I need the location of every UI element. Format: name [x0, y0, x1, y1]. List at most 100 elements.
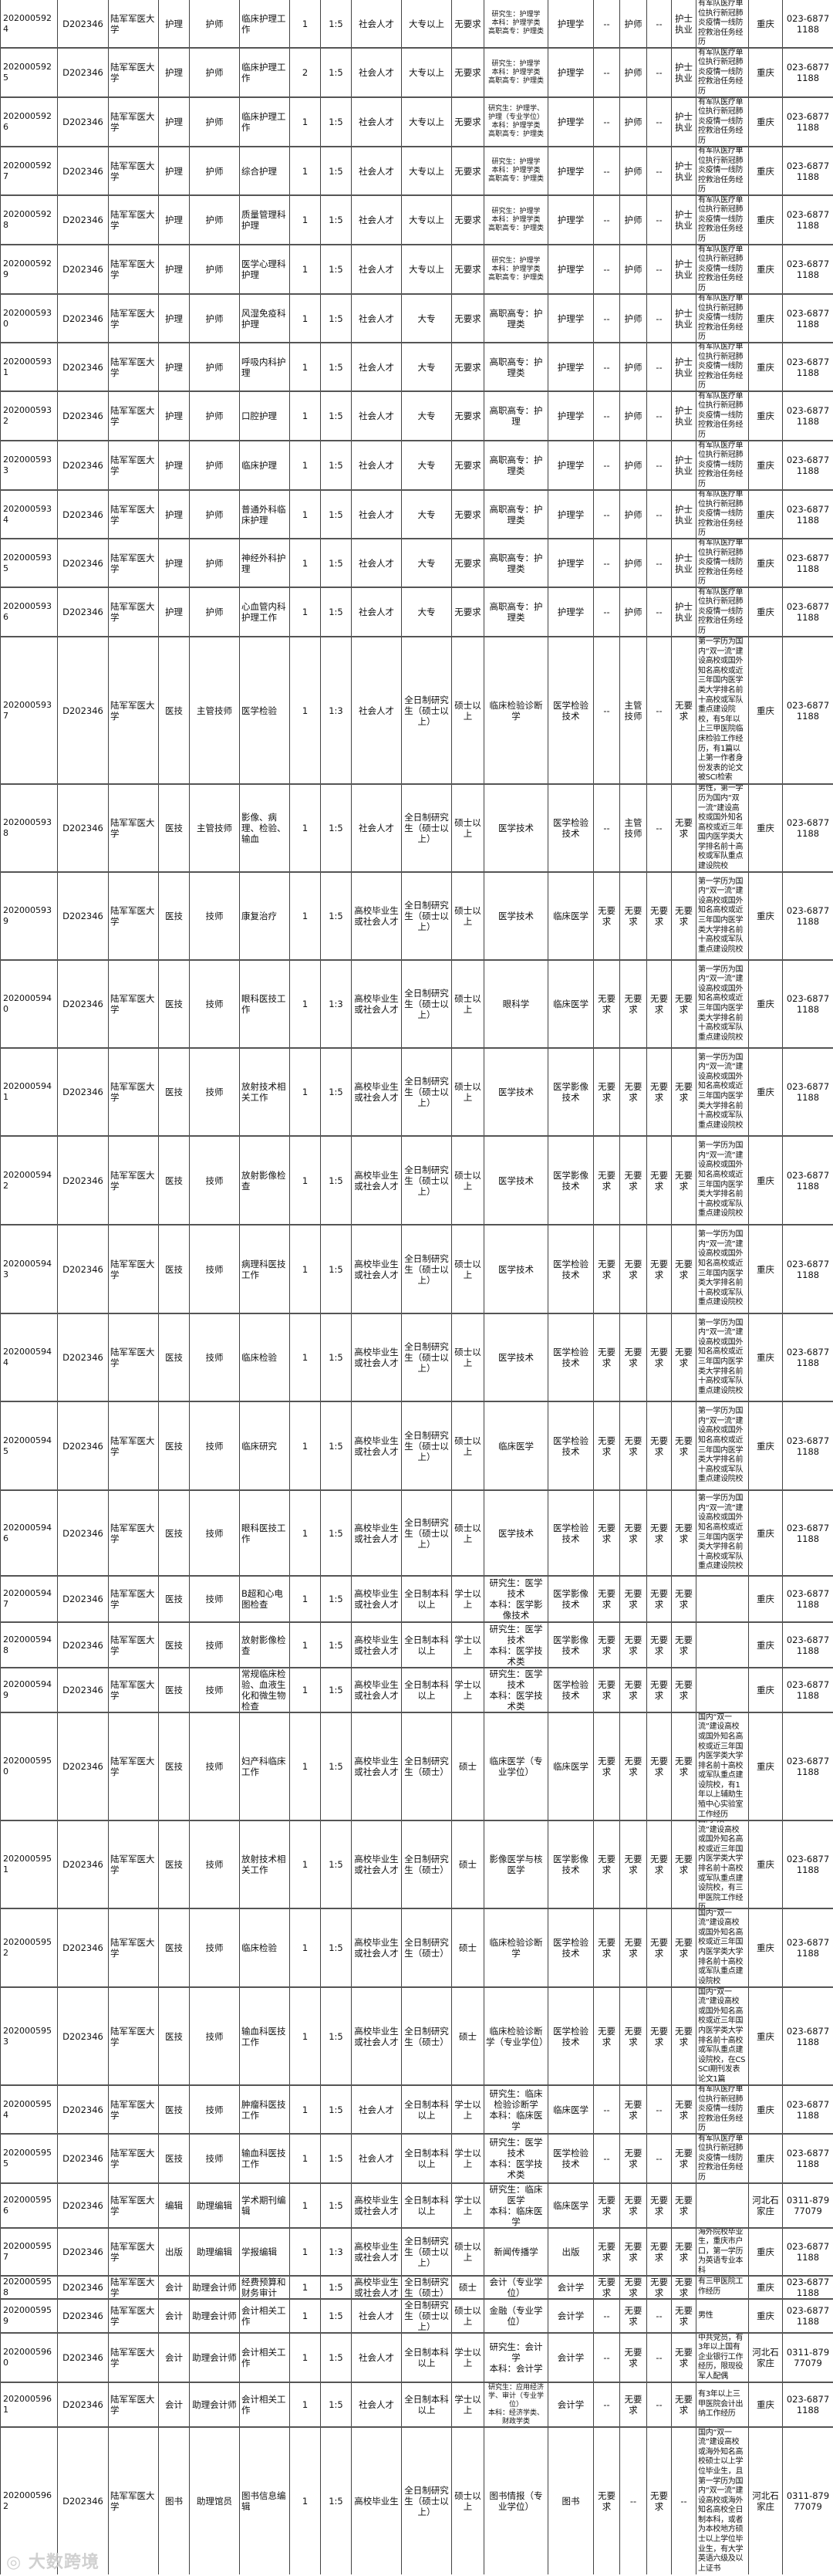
cell-major-secondary: 医学影像技术 [548, 1820, 594, 1908]
cell-req-c: 无要求 [646, 1575, 672, 1622]
unit-code-text: D202346 [62, 1175, 103, 1186]
cell-job-content: 会计相关工作 [239, 2298, 290, 2333]
cell-phone: 023-68771188 [782, 587, 833, 637]
notes-text: 第一学历为国内“双一流”建设高校或国外知名高校或近三年国内医学类大学排名前十高校… [698, 1141, 744, 1219]
position-id-text: 2020005962 [3, 2490, 52, 2511]
cell-degree: 学士以上 [451, 2382, 484, 2427]
cell-education: 大专 [401, 342, 452, 391]
cell-applicant-type: 社会人才 [351, 440, 402, 490]
cell-education: 全日制研究生（硕士以上） [401, 636, 452, 784]
unit-name-text: 陆军军医大学 [110, 552, 155, 574]
cell-major-secondary: 护理学 [548, 390, 594, 441]
table-row: 2020005947 D202346 陆军军医大学 医技 技师 B超和心电图检查 1 1:5 高… [0, 1575, 833, 1622]
education-text: 全日制研究生（硕士以上） [404, 1076, 449, 1108]
headcount-text: 1 [302, 2246, 309, 2257]
applicant-type-text: 社会人才 [359, 2311, 394, 2321]
cell-position-id: 2020005928 [0, 194, 58, 245]
category-text: 出版 [165, 2246, 183, 2257]
post-title-text: 护师 [205, 18, 224, 29]
major-secondary-text: 护理学 [557, 607, 585, 617]
post-title-text: 技师 [205, 1761, 224, 1772]
cell-major-secondary: 护理学 [548, 0, 594, 48]
ratio-text: 1:5 [329, 607, 343, 617]
unit-code-text: D202346 [62, 999, 103, 1009]
cell-category: 医技 [158, 1135, 190, 1225]
phone-text: 023-68771188 [786, 1169, 830, 1192]
headcount-text: 1 [302, 607, 309, 617]
cell-job-content: 临床护理工作 [239, 96, 290, 147]
req-a-text: -- [603, 215, 610, 225]
ratio-text: 1:5 [329, 1527, 343, 1539]
cell-req-a: 无要求 [593, 2275, 620, 2299]
notes-text: 有军队医疗单位执行新冠肺炎疫情一线防控救治任务经历 [698, 147, 744, 194]
ratio-text: 1:5 [329, 1175, 343, 1186]
req-d-text: 无要求 [675, 1679, 693, 1701]
cell-post-title: 护师 [189, 146, 240, 195]
degree-text: 学士以上 [454, 2347, 481, 2368]
req-a-text: -- [603, 313, 610, 324]
cell-category: 医技 [158, 2084, 190, 2134]
cell-req-a: -- [593, 440, 620, 490]
applicant-type-text: 社会人才 [359, 557, 394, 569]
cell-req-d: 无要求 [671, 2298, 696, 2333]
cell-unit-code: D202346 [57, 2133, 109, 2183]
position-id-text: 2020005958 [3, 2277, 52, 2297]
degree-text: 无要求 [454, 117, 481, 127]
cell-headcount: 1 [289, 293, 321, 343]
headcount-text: 1 [302, 999, 309, 1009]
req-a-text: -- [603, 264, 610, 275]
location-text: 重庆 [757, 2153, 774, 2164]
cell-location: 重庆 [748, 1621, 783, 1668]
cell-req-a: 无要求 [593, 959, 620, 1048]
cell-unit-name: 陆军军医大学 [108, 871, 159, 960]
cell-education: 大专 [401, 587, 452, 637]
degree-text: 学士以上 [454, 2394, 481, 2415]
table-row: 2020005940 D202346 陆军军医大学 医技 技师 眼科医技工作 1 1:3 高校毕… [0, 959, 833, 1048]
req-b-text: 护师 [624, 361, 642, 373]
cell-req-d: 护士执业 [671, 342, 696, 391]
cell-req-d: 无要求 [671, 783, 696, 872]
unit-code-text: D202346 [62, 67, 103, 78]
cell-major: 临床检验诊断学 [484, 1908, 548, 1987]
unit-name-text: 陆军军医大学 [110, 2347, 155, 2368]
unit-code-text: D202346 [62, 1685, 103, 1695]
headcount-text: 1 [302, 1087, 309, 1097]
phone-text: 023-68771188 [786, 993, 830, 1015]
cell-location: 重庆 [748, 538, 783, 587]
cell-unit-code: D202346 [57, 1224, 109, 1313]
applicant-type-text: 社会人才 [359, 460, 394, 471]
cell-unit-name: 陆军军医大学 [108, 293, 159, 343]
cell-degree: 无要求 [451, 489, 484, 539]
education-text: 大专以上 [409, 165, 444, 177]
cell-ratio: 1:5 [320, 871, 352, 960]
cell-category: 医技 [158, 1986, 190, 2085]
cell-major-secondary: 临床医学 [548, 871, 594, 960]
notes-text: 国内“双一流”建设高校或国外知名高校或近三年国内医学类大学排名前十高校或军队重点… [698, 1988, 746, 2084]
cell-req-d: 无要求 [671, 1489, 696, 1576]
location-text: 重庆 [757, 67, 774, 78]
position-id-text: 2020005937 [3, 699, 52, 721]
unit-name-text: 陆军军医大学 [110, 62, 155, 83]
table-row: 2020005952 D202346 陆军军医大学 医技 技师 临床检验 1 1:5 高校毕业生… [0, 1908, 833, 1987]
cell-req-a: -- [593, 2332, 620, 2382]
cell-req-a: -- [593, 2298, 620, 2333]
cell-education: 大专以上 [401, 0, 452, 48]
cell-notes: 国内“双一流”建设高校或国外知名高校或近三年国内医学类大学排名前十高校或军队重点… [696, 1986, 749, 2085]
degree-text: 无要求 [454, 67, 481, 78]
cell-req-d: 无要求 [671, 636, 696, 784]
req-a-text: -- [603, 117, 610, 127]
req-d-text: 无要求 [675, 2148, 693, 2169]
cell-headcount: 1 [289, 2298, 321, 2333]
unit-name-text: 陆军军医大学 [110, 455, 155, 476]
cell-notes: 有军队医疗单位执行新冠肺炎疫情一线防控救治任务经历 [696, 0, 749, 48]
cell-unit-code: D202346 [57, 2332, 109, 2382]
cell-req-d: 无要求 [671, 1135, 696, 1225]
cell-headcount: 1 [289, 783, 321, 872]
cell-ratio: 1:3 [320, 959, 352, 1048]
degree-text: 学士以上 [454, 2098, 481, 2121]
category-text: 医技 [165, 705, 183, 716]
cell-location: 重庆 [748, 0, 783, 48]
req-c-text: -- [656, 2153, 663, 2164]
education-text: 全日制研究生（硕士以上） [404, 812, 449, 844]
education-text: 全日制研究生（硕士以上） [404, 2485, 449, 2517]
